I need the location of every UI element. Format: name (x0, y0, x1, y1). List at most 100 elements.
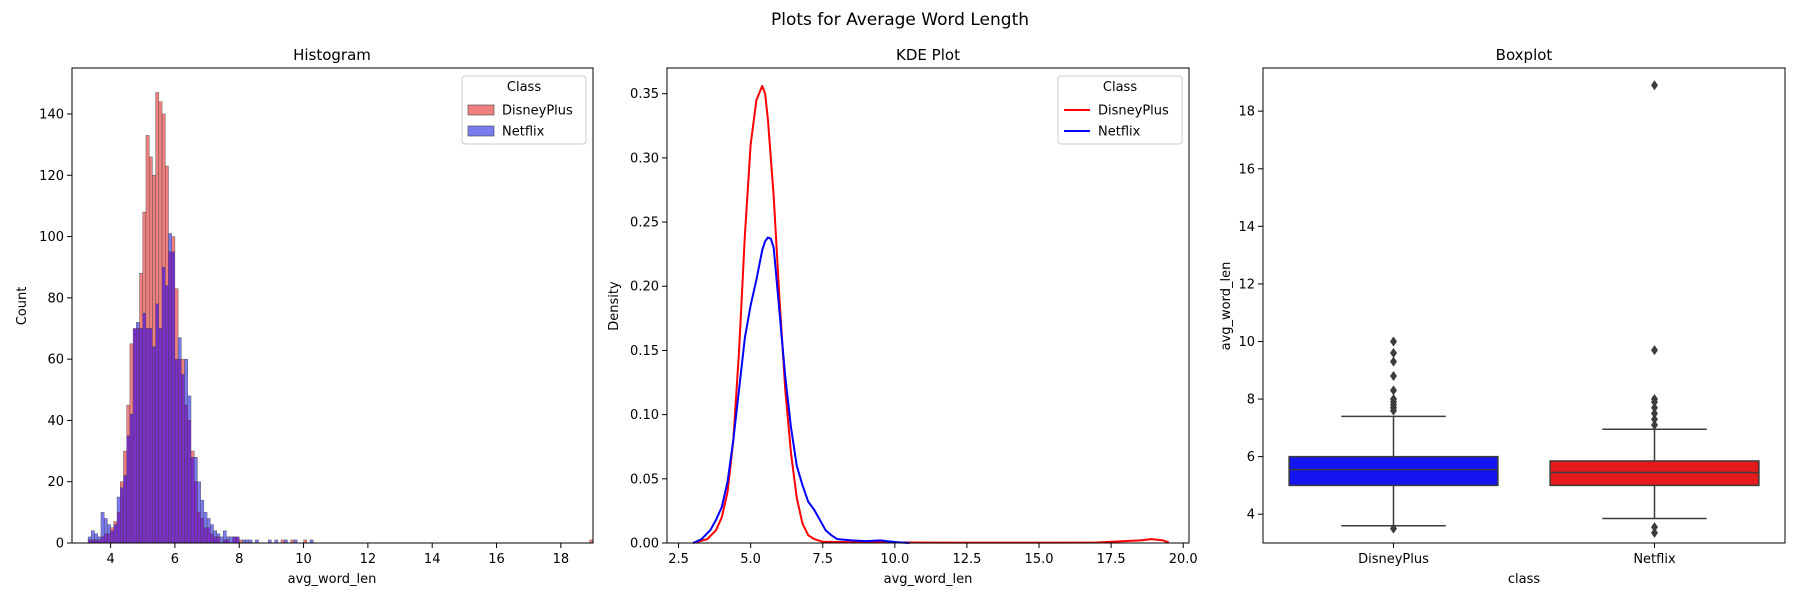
histogram-bar-overlap (216, 536, 221, 544)
histogram-bar (171, 236, 176, 253)
kde-xlabel: avg_word_len (884, 572, 973, 587)
histogram-bar (165, 165, 169, 286)
histogram-x-tick-label: 8 (235, 552, 243, 567)
histogram-bar (158, 101, 163, 329)
figure-suptitle: Plots for Average Word Length (771, 10, 1029, 30)
histogram-bar (174, 288, 179, 360)
histogram-bar-overlap (139, 328, 143, 544)
boxplot-disneyplus-outlier (1390, 336, 1397, 347)
histogram-y-tick-label: 100 (39, 230, 64, 245)
kde-ylabel: Density (607, 281, 622, 331)
kde-legend-box (1057, 75, 1183, 145)
histogram-bar (184, 358, 188, 406)
histogram-title: Histogram (293, 46, 371, 64)
histogram-bar-overlap (187, 420, 192, 544)
histogram-bar (113, 521, 118, 525)
histogram-bar (129, 343, 134, 415)
histogram-bar-overlap (155, 303, 160, 544)
boxplot-netflix-outlier (1651, 522, 1658, 533)
boxplot-axes-frame (1262, 67, 1786, 544)
histogram-bar-overlap (213, 536, 217, 544)
boxplot-y-tick-label: 14 (1238, 220, 1255, 235)
histogram-bar-overlap (126, 435, 131, 544)
boxplot-x-tick-label: Netflix (1633, 552, 1676, 567)
histogram-bar (103, 518, 108, 535)
kde-x-tick-label: 12.5 (952, 552, 981, 567)
histogram-bar (177, 337, 182, 360)
histogram-legend-label: DisneyPlus (502, 104, 573, 119)
boxplot-ylabel: avg_word_len (1219, 262, 1234, 351)
histogram-bar-overlap (177, 358, 182, 544)
kde-axes-frame (666, 67, 1190, 544)
kde-x-tick-label: 20.0 (1169, 552, 1198, 567)
histogram-bar (87, 536, 92, 541)
boxplot-netflix-outlier (1651, 527, 1658, 538)
histogram-bar (97, 536, 102, 541)
kde-x-tick-label: 5.0 (740, 552, 761, 567)
histogram-bar-overlap (152, 346, 156, 544)
histogram-bar (100, 512, 105, 538)
histogram-y-tick-label: 60 (47, 353, 64, 368)
histogram-bar-overlap (107, 533, 111, 544)
kde-legend-title: Class (1103, 80, 1137, 95)
histogram-y-tick-label: 40 (47, 414, 64, 429)
kde-line-netflix (692, 236, 910, 544)
kde-panel: KDE Plot avg_word_len Density 2.5 5.0 7.5 1… (607, 46, 1198, 587)
boxplot-disneyplus-outlier (1390, 385, 1397, 396)
histogram-bar (210, 524, 214, 535)
histogram-bar-overlap (171, 251, 176, 544)
histogram-bar (161, 113, 166, 268)
histogram-bar (168, 233, 172, 253)
histogram-bar-overlap (123, 475, 127, 544)
histogram-bar (110, 527, 115, 531)
histogram-bar (229, 536, 234, 544)
histogram-bar (126, 404, 131, 436)
boxplot-y-tick-label: 12 (1238, 277, 1255, 292)
boxplot-netflix-outlier (1651, 80, 1658, 91)
histogram-bar-overlap (116, 512, 121, 544)
kde-y-tick-label: 0.05 (630, 472, 659, 487)
histogram-bar (107, 524, 111, 535)
histogram-bar (139, 273, 143, 329)
histogram-bar (148, 156, 153, 329)
kde-x-tick-label: 10.0 (880, 552, 909, 567)
histogram-bar (219, 536, 224, 544)
histogram-bar-overlap (120, 487, 124, 544)
boxplot-disneyplus-outlier (1390, 394, 1397, 405)
histogram-bar-overlap (113, 524, 118, 544)
boxplot-netflix-outlier (1651, 345, 1658, 356)
histogram-bar (216, 533, 221, 538)
boxplot-disneyplus-outlier (1390, 348, 1397, 358)
kde-legend-label: DisneyPlus (1098, 104, 1169, 119)
histogram-bar (145, 135, 150, 329)
histogram-bar (142, 211, 147, 314)
histogram-bar (213, 530, 217, 538)
histogram-bar (123, 450, 127, 476)
boxplot-y-tick-label: 8 (1247, 393, 1255, 408)
boxplot-xlabel: class (1508, 572, 1540, 587)
kde-y-tick-label: 0.00 (630, 537, 659, 552)
histogram-bar (187, 395, 192, 421)
kde-y-tick-label: 0.30 (630, 151, 659, 166)
histogram-bar-overlap (132, 328, 137, 544)
boxplot-y-tick-label: 4 (1247, 508, 1255, 523)
kde-y-tick-label: 0.20 (630, 280, 659, 295)
boxplot-disneyplus-outlier (1390, 371, 1397, 382)
histogram-bar-overlap (200, 518, 205, 544)
histogram-bar-overlap (129, 414, 134, 544)
histogram-bar-overlap (190, 456, 195, 544)
histogram-bar-overlap (210, 533, 214, 544)
histogram-bar-overlap (203, 527, 208, 544)
histogram-legend-title: Class (507, 80, 541, 95)
boxplot-x-tick-label: DisneyPlus (1358, 552, 1429, 567)
histogram-bar (203, 512, 208, 528)
kde-x-tick-label: 2.5 (668, 552, 689, 567)
histogram-bar (222, 530, 227, 541)
histogram-bar-overlap (148, 328, 153, 544)
boxplot-netflix-outlier (1651, 402, 1658, 413)
boxplot-y-tick-label: 16 (1238, 162, 1255, 177)
histogram-bar-overlap (168, 251, 172, 544)
histogram-bar-overlap (184, 404, 188, 544)
histogram-y-tick-label: 0 (56, 537, 64, 552)
kde-legend-label: Netflix (1098, 125, 1141, 140)
